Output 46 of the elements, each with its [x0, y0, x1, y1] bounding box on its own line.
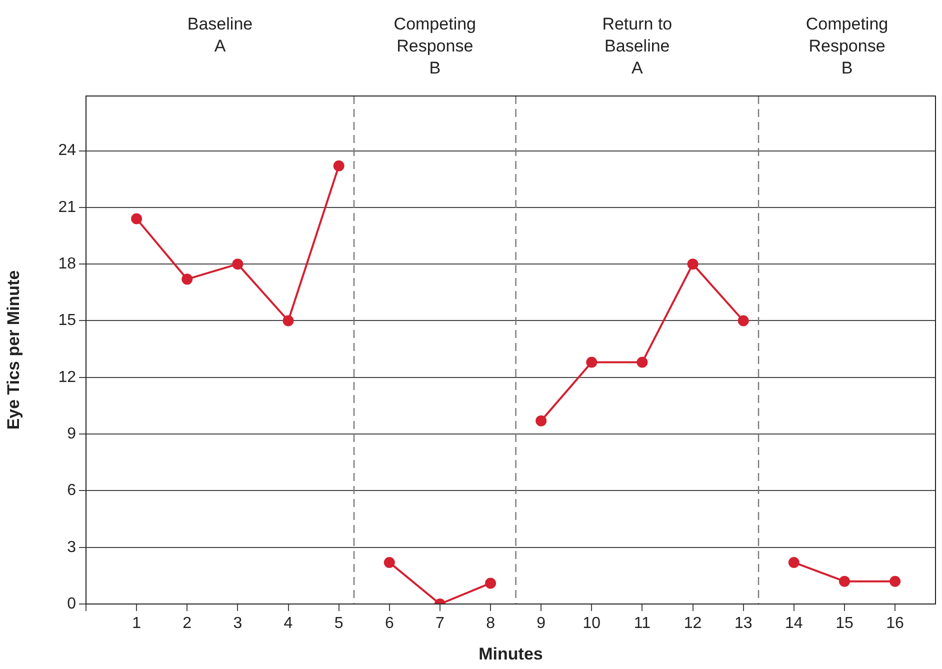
point [687, 258, 698, 270]
text: Competing Response B [394, 14, 476, 78]
x-tick-label: 6 [384, 615, 394, 632]
point [131, 213, 142, 224]
point [536, 415, 547, 426]
x-tick-label: 16 [886, 615, 904, 632]
x-tick-label: 5 [334, 615, 344, 632]
point [586, 356, 598, 368]
x-tick-label: 2 [182, 615, 192, 632]
point [182, 274, 193, 285]
y-axis-title: Eye Tics per Minute [4, 270, 23, 430]
x-axis-title: Minutes [478, 644, 543, 664]
point [333, 160, 344, 172]
point [890, 576, 901, 587]
x-tick-label: 8 [486, 615, 496, 632]
point [738, 315, 749, 326]
x-tick-label: 12 [684, 615, 702, 632]
y-tick-label: 12 [58, 368, 76, 386]
text: Return to Baseline A [602, 14, 672, 78]
text: Competing Response B [806, 14, 888, 78]
y-tick-label: 24 [58, 142, 76, 160]
y-tick-label: 21 [58, 198, 76, 216]
text: Baseline A [187, 14, 253, 56]
x-tick-label: 3 [233, 615, 242, 632]
x-tick-label: 1 [132, 615, 142, 632]
point [838, 576, 850, 587]
y-tick-label: 18 [58, 255, 76, 272]
y-tick-label: 15 [58, 312, 76, 330]
x-tick-label: 11 [634, 615, 651, 632]
x-tick-label: 4 [284, 615, 293, 632]
point [636, 356, 648, 368]
x-tick-label: 10 [582, 615, 601, 632]
point [485, 578, 496, 589]
y-tick-label: 9 [67, 425, 76, 442]
y-tick-label: 6 [67, 482, 76, 500]
point [384, 556, 395, 568]
x-tick-label: 9 [536, 615, 546, 632]
x-tick-label: 7 [436, 615, 445, 632]
point [232, 258, 244, 270]
point [282, 315, 294, 326]
x-tick-label: 14 [785, 615, 803, 632]
y-tick-label: 3 [67, 538, 76, 556]
x-tick-label: 15 [836, 615, 854, 632]
y-tick-label: 0 [67, 595, 76, 612]
x-tick-label: 13 [734, 615, 752, 632]
point [788, 556, 800, 568]
